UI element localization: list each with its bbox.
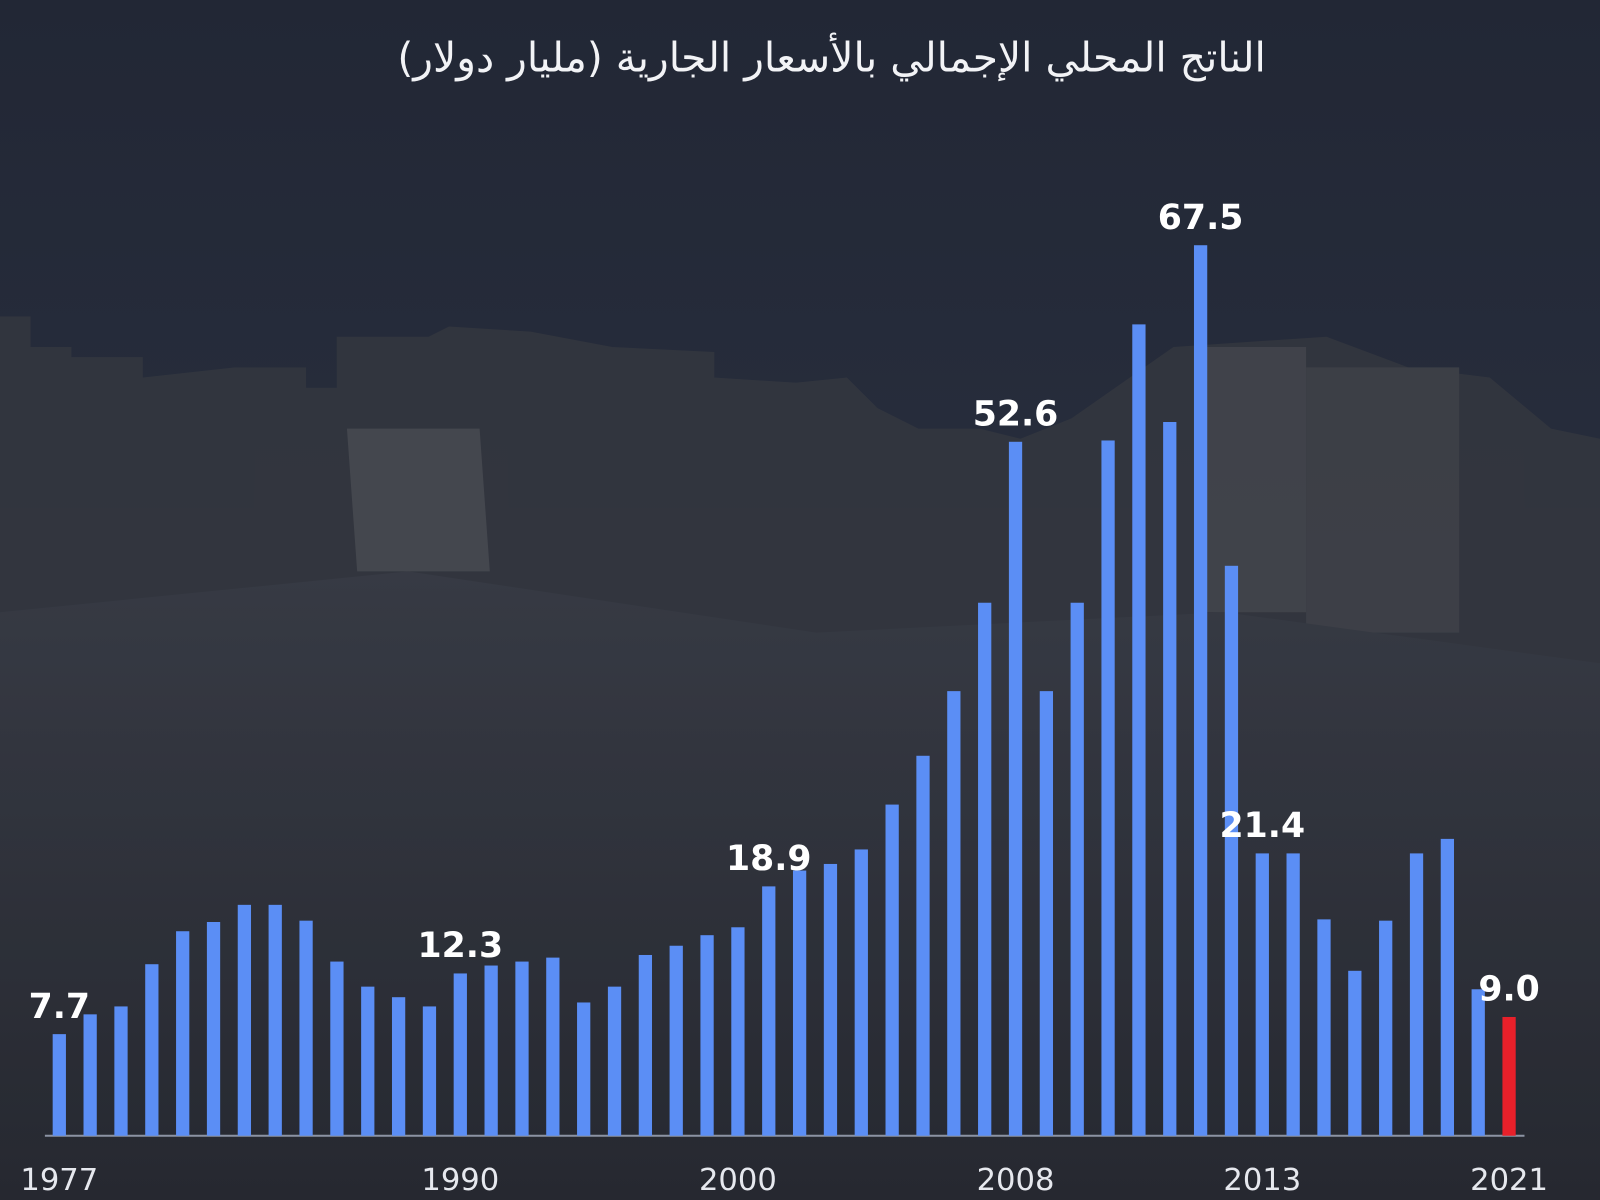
bar [731, 927, 745, 1136]
bar [52, 1034, 66, 1136]
x-tick-label: 1990 [421, 1163, 499, 1198]
bar [1132, 324, 1146, 1136]
bar [854, 849, 868, 1136]
bar [1039, 691, 1054, 1136]
chart-title: الناتج المحلي الإجمالي بالأسعار الجارية … [397, 32, 1265, 81]
x-tick-label: 1977 [20, 1163, 98, 1198]
bar [978, 602, 992, 1136]
x-tick-label: 2008 [977, 1163, 1055, 1198]
bar [268, 904, 282, 1136]
value-label: 67.5 [1158, 198, 1244, 238]
bar [669, 945, 683, 1136]
bar [546, 957, 560, 1136]
bar [1008, 441, 1023, 1136]
bar [145, 964, 159, 1136]
bar [1163, 422, 1177, 1136]
bar [1255, 853, 1269, 1136]
bar [453, 973, 467, 1136]
value-label: 21.4 [1220, 806, 1306, 846]
value-label: 9.0 [1478, 970, 1539, 1010]
bar [237, 904, 252, 1136]
bar [391, 997, 406, 1136]
bar [638, 954, 653, 1136]
x-tick-label: 2021 [1470, 1163, 1548, 1198]
bar [1101, 440, 1115, 1136]
bar [823, 863, 838, 1136]
bar [700, 935, 714, 1136]
bar [885, 804, 899, 1136]
value-label: 52.6 [973, 394, 1059, 434]
bar [1409, 853, 1424, 1136]
bar [1502, 1016, 1516, 1136]
bar [114, 1006, 128, 1136]
bar [1379, 920, 1393, 1136]
bar [792, 870, 807, 1136]
bar [1471, 989, 1485, 1136]
bar [422, 1006, 437, 1136]
bar [1070, 602, 1084, 1136]
bar [916, 755, 930, 1136]
bar [947, 691, 961, 1136]
value-label: 7.7 [29, 987, 90, 1027]
x-tick-label: 2013 [1223, 1163, 1301, 1198]
x-tick-label: 2000 [699, 1163, 777, 1198]
bar [577, 1002, 591, 1136]
bar [330, 961, 344, 1136]
bar [607, 986, 622, 1136]
bar [83, 1014, 97, 1136]
bar [1286, 853, 1300, 1136]
bar [299, 920, 313, 1136]
bar [1348, 970, 1362, 1136]
bar [361, 986, 375, 1136]
bar [206, 921, 221, 1136]
bar [484, 965, 498, 1136]
bar [1440, 838, 1455, 1136]
bar [1224, 565, 1239, 1136]
bar [1193, 245, 1208, 1136]
bar [1317, 919, 1331, 1136]
bar [176, 931, 190, 1136]
bar [515, 961, 529, 1136]
bar [762, 886, 776, 1136]
value-label: 12.3 [418, 926, 504, 966]
